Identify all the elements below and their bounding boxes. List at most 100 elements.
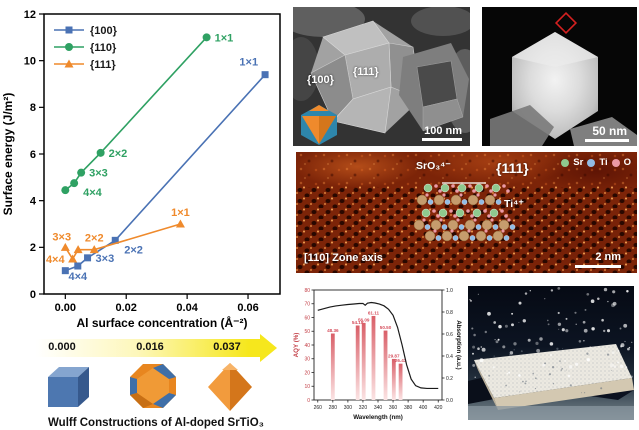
svg-text:2: 2 (30, 242, 36, 254)
svg-text:3×3: 3×3 (52, 232, 71, 244)
svg-text:300: 300 (344, 405, 353, 411)
scalebar-100nm (422, 138, 462, 141)
wulff-panel: 0.000 0.016 0.037 Wulff Cons (22, 330, 290, 430)
svg-text:320: 320 (359, 405, 368, 411)
svg-text:30: 30 (304, 357, 310, 363)
svg-text:0.06: 0.06 (237, 302, 258, 314)
ti-legend-label: Ti (599, 157, 608, 168)
wulff-value-3: 0.037 (213, 341, 241, 353)
svg-text:{110}: {110} (90, 42, 117, 54)
series-{100}: 4×4 3×3 2×2 1×1 (61, 57, 269, 283)
svg-text:{111}: {111} (90, 59, 116, 71)
ti-ion-label: Ti⁴⁺ (504, 198, 524, 210)
aqy-absorption-panel: 260 280 300 320 340 360 380 400 420 0 10 20 30 40 50 60… (292, 284, 464, 427)
sem-image-panel: {100} {111} 100 nm (293, 7, 470, 146)
svg-text:0.4: 0.4 (446, 354, 453, 360)
haadf-panel: SrO₃⁴⁻ {111} Ti⁴⁺ [110] Zone axis 2 nm S… (296, 152, 637, 273)
svg-text:70: 70 (304, 302, 310, 308)
legend-item-{100}: {100} (54, 25, 118, 37)
series-{110}: 4×4 3×32×2 1×1 (61, 32, 233, 199)
svg-text:{100}: {100} (90, 25, 118, 37)
svg-text:26.43: 26.43 (395, 358, 407, 363)
svg-text:80: 80 (304, 288, 310, 294)
svg-text:10: 10 (304, 384, 310, 390)
tem-image-panel: 50 nm (482, 7, 637, 146)
legend-item-{111}: {111} (54, 59, 116, 71)
ti-legend-dot (587, 158, 596, 167)
amorphous-layer-texture (296, 152, 637, 188)
svg-text:0: 0 (30, 289, 36, 301)
scalebar-label-2nm: 2 nm (595, 251, 621, 263)
atom-model-overlay (414, 182, 516, 242)
scalebar-2nm (575, 265, 621, 268)
tem-crystal-graphic (482, 7, 637, 146)
wulff-shapes (48, 363, 252, 411)
svg-text:50.50: 50.50 (380, 325, 392, 330)
selection-diamond-icon (554, 11, 578, 35)
photo-graphic (468, 287, 634, 420)
svg-text:3×3: 3×3 (96, 253, 115, 265)
svg-text:4×4: 4×4 (46, 254, 66, 266)
crystal-right (399, 43, 469, 132)
legend-item-{110}: {110} (54, 42, 117, 54)
svg-text:54.18: 54.18 (352, 320, 364, 325)
svg-text:1×1: 1×1 (239, 57, 258, 69)
svg-text:4×4: 4×4 (83, 187, 103, 199)
svg-text:50: 50 (304, 329, 310, 335)
svg-text:3×3: 3×3 (89, 168, 108, 180)
octahedron-shape (208, 363, 252, 411)
svg-text:260: 260 (314, 405, 323, 411)
svg-text:0.6: 0.6 (446, 332, 453, 338)
svg-text:340: 340 (374, 405, 383, 411)
svg-text:40: 40 (304, 343, 310, 349)
absorption-line (317, 301, 439, 390)
svg-text:400: 400 (419, 405, 428, 411)
sr-legend-dot (561, 158, 570, 167)
svg-text:380: 380 (404, 405, 413, 411)
svg-text:1×1: 1×1 (215, 32, 234, 44)
svg-text:420: 420 (434, 405, 443, 411)
facet-label-111: {111} (353, 66, 379, 78)
svg-text:10: 10 (24, 55, 36, 67)
plane-label-111: {111} (496, 160, 529, 176)
svg-text:20: 20 (304, 370, 310, 376)
sem-crystals-graphic (293, 7, 470, 146)
y-axis-title: Surface energy (J/m²) (1, 93, 15, 216)
svg-text:8: 8 (30, 102, 36, 114)
wulff-value-1: 0.000 (48, 341, 76, 353)
scalebar-label-50nm: 50 nm (592, 124, 627, 138)
zone-axis-label: [110] Zone axis (304, 252, 383, 264)
surface-species-label: SrO₃⁴⁻ (416, 160, 451, 172)
left-axis-title: AQY (%) (293, 333, 300, 358)
svg-text:1.0: 1.0 (446, 288, 453, 294)
o-legend-label: O (623, 157, 631, 168)
scalebar-label-100nm: 100 nm (424, 125, 462, 137)
svg-text:360: 360 (389, 405, 398, 411)
svg-text:280: 280 (329, 405, 338, 411)
sr-legend-label: Sr (573, 157, 584, 168)
x-axis-title: Al surface concentration (Å⁻²) (76, 315, 247, 330)
svg-text:60: 60 (304, 315, 310, 321)
arrow-head-icon (260, 334, 277, 362)
svg-text:61.11: 61.11 (368, 310, 380, 315)
aqy-absorption-chart: 260 280 300 320 340 360 380 400 420 0 10 20 30 40 50 60… (293, 288, 462, 421)
facet-label-100: {100} (307, 74, 334, 86)
svg-text:4: 4 (30, 195, 37, 207)
cube-shape (48, 367, 89, 407)
bubbles (469, 287, 633, 394)
series-{111}: 4×4 3×3 2×2 1×1 (46, 207, 190, 266)
svg-text:29.87: 29.87 (388, 353, 400, 358)
catalyst-plate (474, 344, 634, 410)
svg-text:1×1: 1×1 (171, 207, 190, 219)
truncated-octahedron-shape (130, 364, 176, 408)
right-axis-title: Absorption (a.u.) (455, 320, 462, 370)
svg-text:2×2: 2×2 (124, 244, 143, 256)
scalebar-50nm (585, 139, 629, 142)
svg-text:4×4: 4×4 (68, 271, 88, 283)
svg-text:0: 0 (307, 398, 310, 404)
wulff-caption: Wulff Constructions of Al-doped SrTiO₃ (48, 417, 264, 429)
wulff-model-inset (301, 105, 337, 145)
